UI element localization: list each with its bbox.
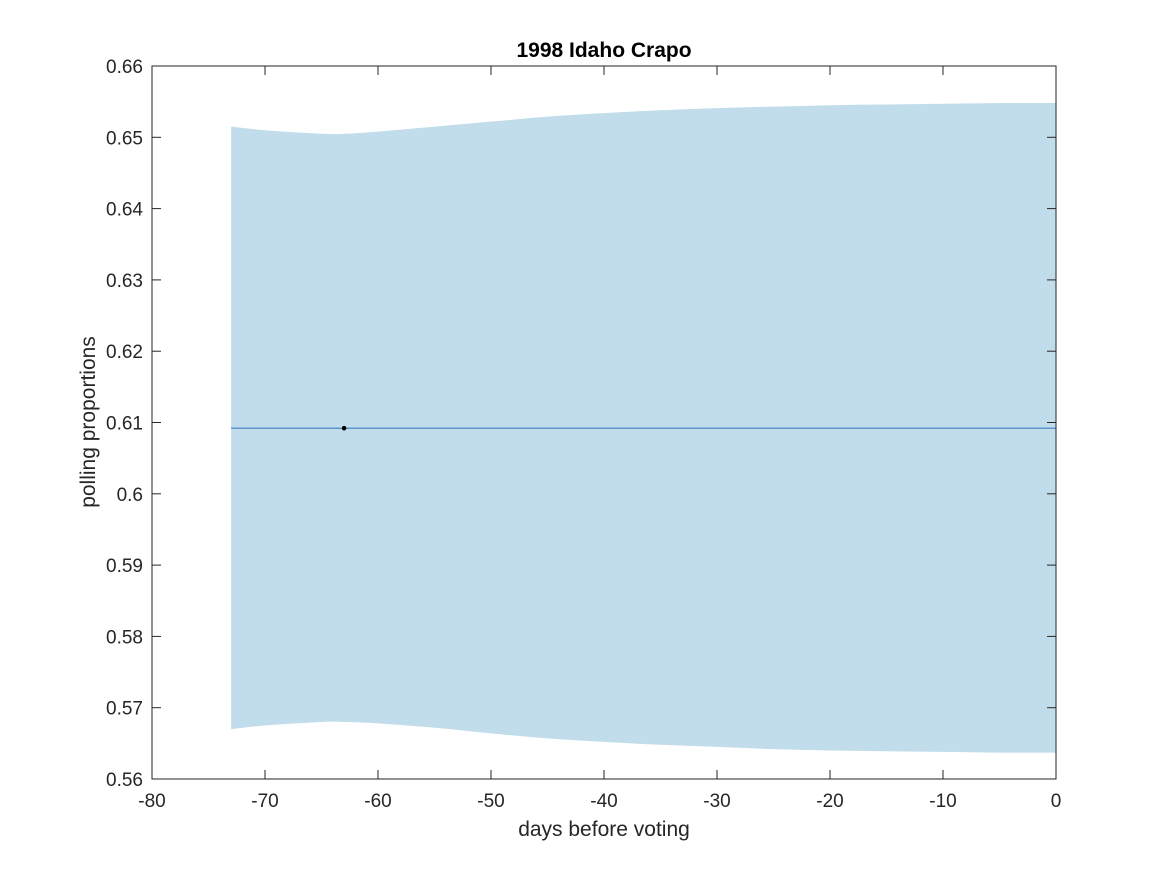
poll-point bbox=[341, 425, 347, 431]
y-tick-label: 0.58 bbox=[106, 627, 143, 648]
y-tick-label: 0.64 bbox=[106, 200, 143, 221]
y-tick-label: 0.65 bbox=[106, 128, 143, 149]
x-tick-label: -70 bbox=[251, 791, 278, 812]
x-tick-label: -80 bbox=[138, 791, 165, 812]
plot-area: -80 -70 -60 -50 -40 -30 -20 -10 0 0.56 0.57 0.58 0.5… bbox=[106, 57, 1061, 812]
x-tick-label: -20 bbox=[816, 791, 843, 812]
y-axis-label: polling proportions bbox=[77, 336, 100, 508]
y-tick-label: 0.61 bbox=[106, 414, 143, 435]
y-tick-label: 0.57 bbox=[106, 699, 143, 720]
x-tick-label: -50 bbox=[477, 791, 504, 812]
y-tick-label: 0.6 bbox=[117, 485, 143, 506]
x-tick-label: 0 bbox=[1051, 791, 1062, 812]
y-tick-label: 0.59 bbox=[106, 556, 143, 577]
x-tick-label: -60 bbox=[364, 791, 391, 812]
x-tick-label: -10 bbox=[929, 791, 956, 812]
y-tick-label: 0.56 bbox=[106, 770, 143, 791]
y-tick-label: 0.63 bbox=[106, 271, 143, 292]
y-tick-label: 0.62 bbox=[106, 342, 143, 363]
x-axis-label: days before voting bbox=[518, 818, 690, 841]
y-tick-label: 0.66 bbox=[106, 57, 143, 78]
chart-title: 1998 Idaho Crapo bbox=[516, 39, 691, 62]
x-tick-label: -30 bbox=[703, 791, 730, 812]
x-tick-label: -40 bbox=[590, 791, 617, 812]
